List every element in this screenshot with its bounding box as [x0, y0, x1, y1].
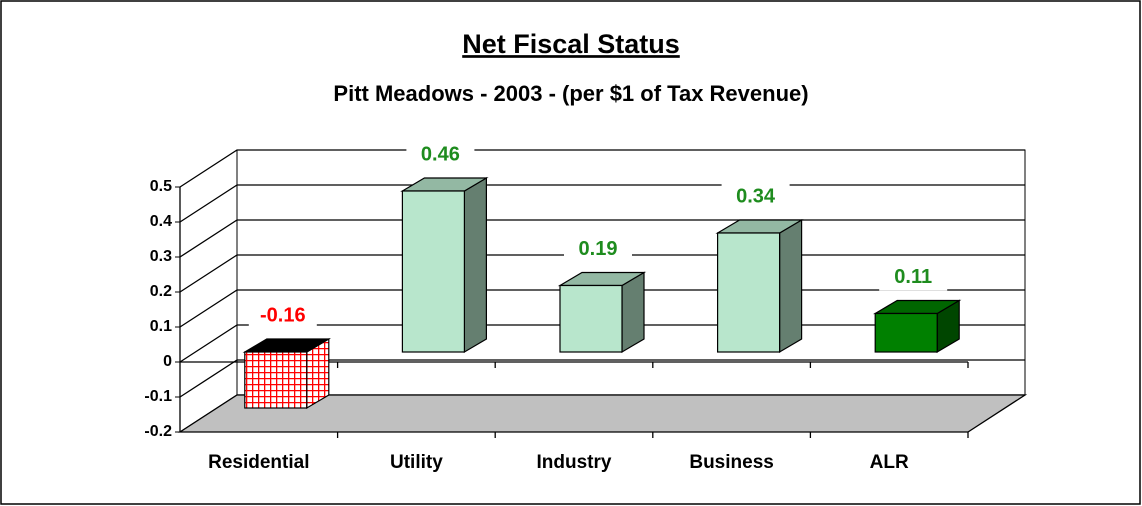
y-tick-label: 0.2	[150, 283, 172, 300]
x-tick-label: Utility	[390, 452, 443, 473]
value-label: 0.46	[421, 143, 460, 165]
bar-front	[559, 284, 623, 353]
bar-front	[244, 351, 308, 409]
bar	[242, 337, 331, 410]
bar	[557, 271, 647, 354]
x-tick-label: Industry	[537, 452, 612, 473]
value-label: 0.19	[579, 238, 618, 260]
value-label: 0.34	[736, 185, 776, 207]
floor	[177, 394, 1028, 433]
value-label-bg	[879, 264, 948, 291]
value-label: 0.11	[894, 266, 932, 288]
y-tick-label: 0	[163, 353, 172, 370]
value-label-bg	[564, 236, 632, 263]
y-tick-label: 0.5	[150, 178, 172, 195]
y-tick-label: 0.3	[150, 248, 172, 265]
x-tick-label: ALR	[870, 452, 909, 473]
bar	[873, 299, 962, 354]
y-tick-label: -0.2	[144, 423, 172, 440]
x-tick-label: Residential	[208, 452, 309, 473]
value-label: -0.16	[260, 304, 306, 326]
y-tick-label: -0.1	[144, 388, 172, 405]
chart-subtitle: Pitt Meadows - 2003 - (per $1 of Tax Rev…	[333, 81, 808, 106]
y-tick-label: 0.1	[150, 318, 172, 335]
bar-side	[463, 176, 487, 354]
value-label-bg	[248, 303, 317, 329]
x-tick-label: Business	[689, 452, 773, 473]
bar-side	[621, 271, 645, 354]
bar-front	[874, 312, 938, 353]
value-label-bg	[721, 184, 790, 210]
bar-front	[401, 190, 465, 353]
bar-front	[716, 232, 781, 353]
bar-side	[778, 218, 803, 354]
y-tick-label: 0.4	[150, 213, 172, 230]
value-label-bg	[406, 142, 475, 168]
bar	[715, 218, 804, 354]
bar	[400, 176, 489, 354]
grid-line	[179, 149, 1025, 188]
grid-line	[179, 359, 1025, 398]
chart-title: Net Fiscal Status	[462, 29, 680, 59]
